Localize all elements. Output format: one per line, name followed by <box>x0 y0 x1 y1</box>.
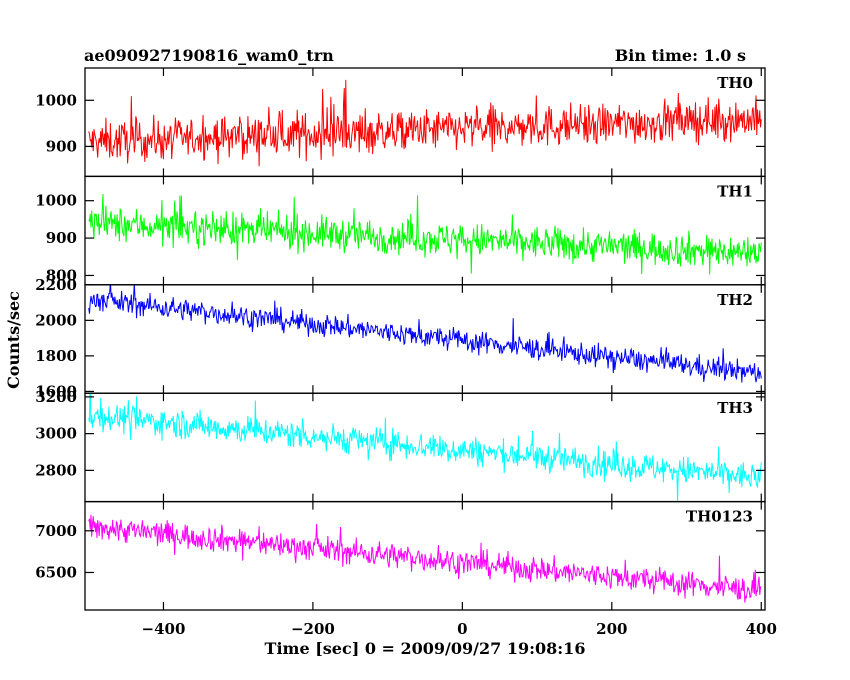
x-tick-label: 200 <box>596 620 627 638</box>
panel-th2: 1600 1800 2000 2200 TH2 <box>35 276 766 400</box>
series-line-th0 <box>88 79 762 167</box>
y-tick-label: 3000 <box>35 425 77 443</box>
chart-title: ae090927190816_wam0_trn <box>84 46 334 65</box>
panel-th3: 2800 3000 3200 TH3 <box>35 388 766 503</box>
panel-frame <box>84 500 766 611</box>
y-tick-label: 1600 <box>35 382 77 400</box>
y-tick-label: 900 <box>46 229 77 247</box>
panel-th1: 800 900 1000 TH1 <box>35 175 766 286</box>
x-axis-label: Time [sec] 0 = 2009/09/27 19:08:16 <box>265 639 586 658</box>
panel-label: TH2 <box>717 291 753 309</box>
y-tick-label: 2000 <box>35 311 77 329</box>
series-line-th0123 <box>88 514 762 603</box>
panels-group: 900 1000 TH0 800 900 1000 TH1 1600 1800 2000 2200 T… <box>35 67 766 611</box>
x-tick-label: 400 <box>746 620 777 638</box>
panel-label: TH0 <box>717 74 753 92</box>
y-tick-label: 2200 <box>35 276 77 294</box>
panel-th0123: 6500 7000 TH0123 <box>35 500 766 611</box>
series-line-th2 <box>88 284 762 383</box>
y-tick-label: 1800 <box>35 347 77 365</box>
panel-label: TH0123 <box>686 508 753 526</box>
bin-time-label: Bin time: 1.0 s <box>615 46 746 65</box>
y-tick-label: 1000 <box>35 91 77 109</box>
x-tick-label: −400 <box>142 620 186 638</box>
panel-frame <box>84 392 766 503</box>
y-tick-label: 7000 <box>35 522 77 540</box>
panel-label: TH3 <box>717 399 753 417</box>
y-tick-label: 900 <box>46 137 77 155</box>
x-tick-label: −200 <box>291 620 335 638</box>
y-axis-label: Counts/sec <box>4 291 23 389</box>
x-tick-label: 0 <box>457 620 467 638</box>
series-line-th1 <box>88 193 762 275</box>
y-tick-label: 3200 <box>35 388 77 406</box>
y-tick-label: 1000 <box>35 192 77 210</box>
panel-th0: 900 1000 TH0 <box>35 67 766 178</box>
series-line-th3 <box>88 393 762 501</box>
panel-label: TH1 <box>717 182 753 200</box>
y-tick-label: 6500 <box>35 563 77 581</box>
x-axis: −400 −200 0 200 400 <box>142 620 777 638</box>
y-tick-label: 2800 <box>35 461 77 479</box>
y-tick-label: 800 <box>46 266 77 284</box>
